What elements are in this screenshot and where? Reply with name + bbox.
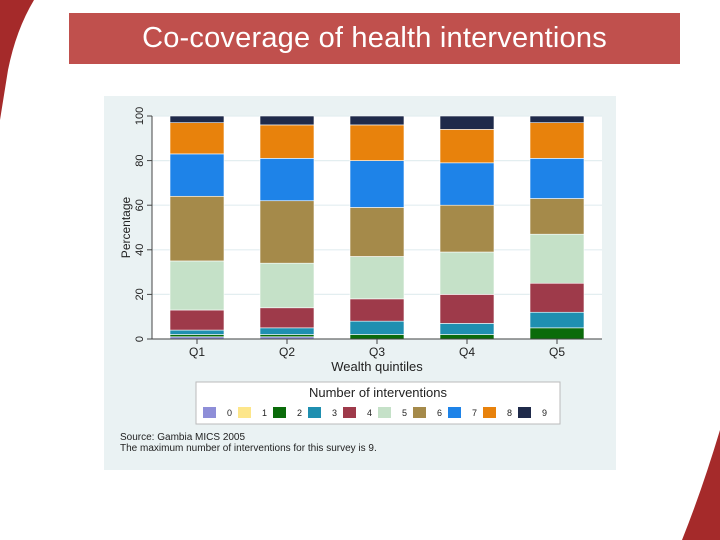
legend-swatch-9 xyxy=(518,407,531,418)
bar-segment-Q1-9 xyxy=(169,115,225,123)
bar-segment-Q3-2 xyxy=(349,334,405,340)
legend-swatch-2 xyxy=(273,407,286,418)
legend-swatch-3 xyxy=(308,407,321,418)
y-tick-label: 20 xyxy=(134,288,146,300)
x-tick-label: Q3 xyxy=(369,345,385,359)
bar-segment-Q1-2 xyxy=(169,334,225,338)
title-banner: Co-coverage of health interventions xyxy=(69,13,680,64)
bar-segment-Q3-4 xyxy=(349,298,405,322)
legend-label-4: 4 xyxy=(367,408,372,418)
bar-segment-Q4-8 xyxy=(439,129,495,164)
legend-swatch-0 xyxy=(203,407,216,418)
bar-segment-Q5-4 xyxy=(529,282,585,313)
bar-segment-Q3-3 xyxy=(349,320,405,335)
legend-label-8: 8 xyxy=(507,408,512,418)
legend-swatch-7 xyxy=(448,407,461,418)
bar-segment-Q4-3 xyxy=(439,323,495,335)
bar-segment-Q1-8 xyxy=(169,122,225,155)
x-tick-label: Q1 xyxy=(189,345,205,359)
bar-segment-Q2-2 xyxy=(259,334,315,338)
slide-title: Co-coverage of health interventions xyxy=(142,22,607,54)
bar-segment-Q3-6 xyxy=(349,207,405,257)
chart-panel: 0 20 40 60 80 100 Percentage Q1 Q2 Q3 Q4 Q5 Wealth q… xyxy=(104,96,616,470)
legend-swatch-5 xyxy=(378,407,391,418)
legend-title: Number of interventions xyxy=(309,385,448,400)
bar-segment-Q5-8 xyxy=(529,122,585,159)
legend-swatch-1 xyxy=(238,407,251,418)
corner-decoration-top-left xyxy=(0,0,34,120)
y-tick-label: 100 xyxy=(134,107,146,125)
x-tick-label: Q2 xyxy=(279,345,295,359)
bar-segment-Q4-2 xyxy=(439,334,495,340)
x-axis-label: Wealth quintiles xyxy=(331,359,423,374)
bar-segment-Q2-6 xyxy=(259,200,315,264)
legend-swatch-6 xyxy=(413,407,426,418)
max-interventions-note: The maximum number of interventions for … xyxy=(120,443,377,454)
y-tick-label: 80 xyxy=(134,154,146,166)
bar-segment-Q3-9 xyxy=(349,115,405,126)
bar-segment-Q4-9 xyxy=(439,115,495,130)
bar-segment-Q4-5 xyxy=(439,251,495,295)
bar-segment-Q3-7 xyxy=(349,160,405,208)
bar-segment-Q2-3 xyxy=(259,327,315,335)
bar-segment-Q3-5 xyxy=(349,256,405,300)
bar-segment-Q1-6 xyxy=(169,195,225,262)
legend-swatch-8 xyxy=(483,407,496,418)
bar-segment-Q4-7 xyxy=(439,162,495,206)
bar-segment-Q2-9 xyxy=(259,115,315,126)
legend-label-9: 9 xyxy=(542,408,547,418)
bar-segment-Q5-2 xyxy=(529,327,585,340)
y-tick-label: 0 xyxy=(134,336,146,342)
legend-label-6: 6 xyxy=(437,408,442,418)
bar-segment-Q2-4 xyxy=(259,307,315,329)
legend-label-0: 0 xyxy=(227,408,232,418)
bar-segment-Q1-4 xyxy=(169,309,225,331)
bar-segment-Q4-6 xyxy=(439,204,495,253)
bar-segment-Q3-8 xyxy=(349,124,405,161)
y-tick-label: 60 xyxy=(134,199,146,211)
legend-label-3: 3 xyxy=(332,408,337,418)
bar-segment-Q2-7 xyxy=(259,158,315,202)
legend-swatch-4 xyxy=(343,407,356,418)
source-note: Source: Gambia MICS 2005 xyxy=(120,432,246,443)
bar-segment-Q5-5 xyxy=(529,233,585,284)
legend-label-1: 1 xyxy=(262,408,267,418)
bar-segment-Q1-7 xyxy=(169,153,225,197)
y-tick-label: 40 xyxy=(134,244,146,256)
bar-segment-Q1-5 xyxy=(169,260,225,311)
bar-segment-Q5-3 xyxy=(529,311,585,329)
bar-segment-Q2-5 xyxy=(259,262,315,309)
bar-segment-Q4-4 xyxy=(439,294,495,324)
legend-label-7: 7 xyxy=(472,408,477,418)
x-tick-label: Q5 xyxy=(549,345,565,359)
bar-segment-Q5-7 xyxy=(529,158,585,199)
bar-segment-Q2-8 xyxy=(259,124,315,159)
bar-segment-Q5-6 xyxy=(529,198,585,235)
x-tick-label: Q4 xyxy=(459,345,475,359)
legend-label-5: 5 xyxy=(402,408,407,418)
y-axis-label: Percentage xyxy=(119,196,133,258)
corner-decoration-bottom-right xyxy=(682,430,720,540)
bar-segment-Q1-3 xyxy=(169,329,225,335)
legend-label-2: 2 xyxy=(297,408,302,418)
bar-segment-Q5-9 xyxy=(529,115,585,123)
